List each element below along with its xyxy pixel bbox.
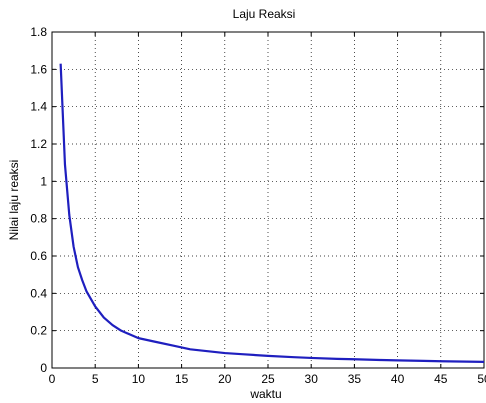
y-tick-label: 0.2 xyxy=(30,324,47,338)
y-tick-label: 1.4 xyxy=(30,100,47,114)
x-axis-label: waktu xyxy=(249,387,281,401)
y-tick-label: 1 xyxy=(40,174,47,188)
y-tick-label: 0.6 xyxy=(30,249,47,263)
x-tick-label: 0 xyxy=(49,372,56,386)
x-tick-label: 50 xyxy=(477,372,486,386)
series-group xyxy=(59,63,485,363)
grid xyxy=(52,32,484,368)
y-tick-label: 1.6 xyxy=(30,62,47,76)
y-tick-label: 0 xyxy=(40,361,47,375)
x-tick-label: 40 xyxy=(391,372,405,386)
x-tick-label: 5 xyxy=(92,372,99,386)
y-tick-label: 1.8 xyxy=(30,25,47,39)
y-tick-label: 0.4 xyxy=(30,286,47,300)
x-tick-label: 35 xyxy=(348,372,362,386)
x-tick-label: 45 xyxy=(434,372,448,386)
y-tick-label: 1.2 xyxy=(30,137,47,151)
x-tick-label: 10 xyxy=(132,372,146,386)
x-tick-label: 20 xyxy=(218,372,232,386)
y-axis-label: Nilai laju reaksi xyxy=(7,160,21,241)
x-tick-label: 25 xyxy=(261,372,275,386)
y-tick-label: 0.8 xyxy=(30,212,47,226)
x-tick-label: 30 xyxy=(305,372,319,386)
x-tick-label: 15 xyxy=(175,372,189,386)
axis-ticks: 0 5 10 15 20 25 30 35 40 45 50 0 0.2 0.4 0.6 0.8 1 1.2 1.4… xyxy=(30,25,486,386)
series-line xyxy=(59,63,485,363)
chart-title: Laju Reaksi xyxy=(233,7,296,21)
